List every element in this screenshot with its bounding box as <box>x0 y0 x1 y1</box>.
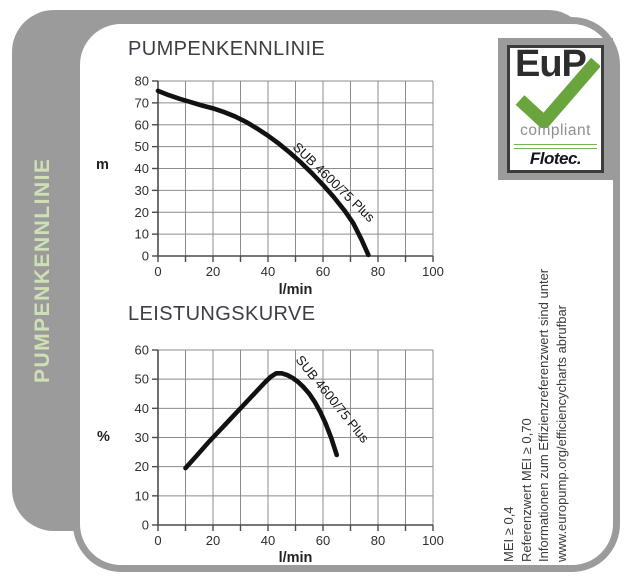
svg-text:80: 80 <box>135 74 149 89</box>
svg-text:40: 40 <box>135 161 149 176</box>
svg-text:%: % <box>97 429 110 445</box>
eup-compliant-badge: EuP compliant Flotec. <box>498 38 613 180</box>
svg-text:0: 0 <box>154 264 161 279</box>
svg-text:40: 40 <box>261 264 275 279</box>
pump-curve-title: PUMPENKENNLINIE <box>128 38 326 60</box>
svg-text:60: 60 <box>316 533 330 548</box>
eup-badge-box: EuP compliant Flotec. <box>507 45 604 173</box>
svg-text:10: 10 <box>135 488 149 503</box>
power-curve-title: LEISTUNGSKURVE <box>128 303 316 325</box>
note-line-informationen: Informationen zum Effizienzreferenzwert … <box>536 268 551 562</box>
svg-text:20: 20 <box>206 264 220 279</box>
eup-label: EuP <box>515 45 587 85</box>
svg-text:0: 0 <box>142 249 149 264</box>
svg-text:50: 50 <box>135 372 149 387</box>
svg-text:80: 80 <box>371 264 385 279</box>
badge-divider <box>514 144 597 149</box>
sidebar-vertical-label: PUMPENKENNLINIE <box>31 157 54 383</box>
compliant-label: compliant <box>520 122 591 139</box>
svg-text:l/min: l/min <box>279 550 313 566</box>
flotec-logo: Flotec. <box>529 149 582 168</box>
svg-text:20: 20 <box>135 459 149 474</box>
svg-text:SUB 4600/75 Plus: SUB 4600/75 Plus <box>293 352 373 446</box>
svg-text:40: 40 <box>135 401 149 416</box>
svg-text:60: 60 <box>316 264 330 279</box>
svg-text:80: 80 <box>371 533 385 548</box>
note-line-referenzwert: Referenzwert MEI ≥ 0,70 <box>518 418 534 562</box>
svg-text:m: m <box>96 157 109 173</box>
svg-text:0: 0 <box>154 533 161 548</box>
svg-text:60: 60 <box>135 117 149 132</box>
svg-text:50: 50 <box>135 139 149 154</box>
svg-text:100: 100 <box>422 533 444 548</box>
note-line-mei: MEI ≥ 0,4 <box>501 506 516 562</box>
svg-text:l/min: l/min <box>279 282 313 298</box>
svg-text:20: 20 <box>135 205 149 220</box>
svg-text:30: 30 <box>135 183 149 198</box>
svg-text:0: 0 <box>142 518 149 533</box>
mei-reference-note: MEI ≥ 0,4 Referenzwert MEI ≥ 0,70 Inform… <box>500 184 570 562</box>
svg-text:70: 70 <box>135 95 149 110</box>
svg-text:10: 10 <box>135 227 149 242</box>
svg-text:60: 60 <box>135 343 149 358</box>
svg-text:30: 30 <box>135 430 149 445</box>
svg-text:100: 100 <box>422 264 444 279</box>
checkmark-icon <box>515 57 600 128</box>
svg-text:40: 40 <box>261 533 275 548</box>
svg-text:20: 20 <box>206 533 220 548</box>
note-line-url: www.europump.org/efficiencycharts abrufb… <box>553 305 569 562</box>
